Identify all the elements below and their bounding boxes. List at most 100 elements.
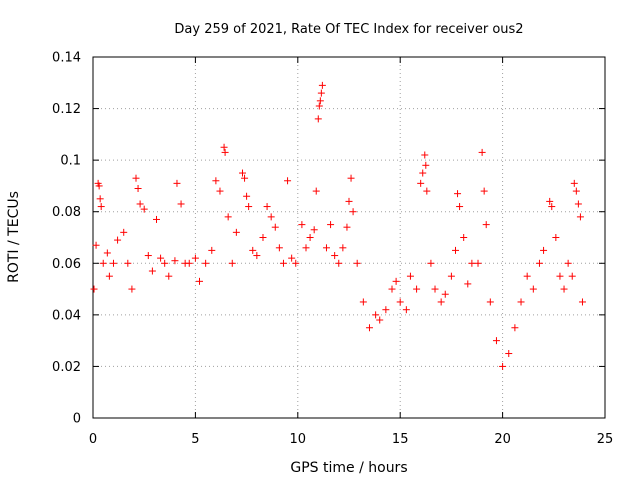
- chart-title: Day 259 of 2021, Rate Of TEC Index for r…: [174, 22, 523, 37]
- data-point: [376, 316, 384, 324]
- data-point: [359, 298, 367, 306]
- data-point: [315, 102, 323, 110]
- data-point: [413, 285, 421, 293]
- data-point: [99, 259, 107, 267]
- x-axis-label: GPS time / hours: [290, 460, 407, 476]
- data-point: [275, 244, 283, 252]
- data-point: [402, 306, 410, 314]
- data-point: [529, 285, 537, 293]
- y-axis-label: ROTI / TECUs: [6, 191, 22, 283]
- data-point: [220, 143, 228, 151]
- data-point: [185, 259, 193, 267]
- data-point: [427, 259, 435, 267]
- data-point: [560, 285, 568, 293]
- data-point: [312, 187, 320, 195]
- data-point: [177, 200, 185, 208]
- data-point: [157, 254, 165, 262]
- data-point: [302, 244, 310, 252]
- y-tick-label: 0.02: [52, 360, 81, 375]
- data-point: [511, 324, 519, 332]
- data-point: [109, 259, 117, 267]
- data-point: [406, 272, 414, 280]
- data-point: [132, 174, 140, 182]
- y-tick-label: 0.04: [52, 308, 81, 323]
- data-point: [382, 306, 390, 314]
- data-point: [191, 254, 199, 262]
- points-layer: [90, 81, 586, 370]
- data-point: [114, 236, 122, 244]
- data-point: [120, 228, 128, 236]
- data-point: [556, 272, 564, 280]
- data-point: [486, 298, 494, 306]
- x-tick-label: 20: [494, 432, 511, 447]
- data-point: [431, 285, 439, 293]
- data-point: [195, 277, 203, 285]
- data-point: [271, 223, 279, 231]
- data-point: [292, 259, 300, 267]
- data-point: [365, 324, 373, 332]
- data-point: [212, 177, 220, 185]
- data-point: [228, 259, 236, 267]
- data-point: [339, 244, 347, 252]
- axes-layer: 0 5 10 15 20 25 0 0.02 0.04 0.06 0.08 0.1 0.12 0.14: [52, 51, 613, 448]
- data-point: [505, 350, 513, 358]
- data-point: [464, 280, 472, 288]
- data-point: [499, 362, 507, 370]
- data-point: [288, 254, 296, 262]
- data-point: [423, 187, 431, 195]
- y-tick-label: 0: [73, 412, 81, 427]
- data-point: [97, 203, 105, 211]
- y-tick-label: 0.12: [52, 102, 81, 117]
- data-point: [202, 259, 210, 267]
- data-point: [546, 197, 554, 205]
- data-point: [92, 241, 100, 249]
- data-point: [105, 272, 113, 280]
- data-point: [345, 197, 353, 205]
- data-point: [224, 213, 232, 221]
- data-point: [392, 277, 400, 285]
- data-point: [349, 208, 357, 216]
- data-point: [564, 259, 572, 267]
- data-point: [417, 179, 425, 187]
- data-point: [468, 259, 476, 267]
- data-point: [245, 203, 253, 211]
- data-point: [253, 252, 261, 260]
- data-point: [128, 285, 136, 293]
- data-point: [552, 234, 560, 241]
- data-point: [517, 298, 525, 306]
- y-tick-label: 0.06: [52, 257, 81, 272]
- data-point: [148, 267, 156, 275]
- data-point: [422, 161, 430, 169]
- data-point: [161, 259, 169, 267]
- data-point: [239, 169, 247, 177]
- data-point: [454, 190, 462, 198]
- data-point: [578, 298, 586, 306]
- data-point: [140, 205, 148, 213]
- data-point: [165, 272, 173, 280]
- data-point: [314, 115, 322, 123]
- data-point: [306, 234, 314, 241]
- data-point: [327, 221, 335, 229]
- data-point: [171, 257, 179, 265]
- data-point: [548, 203, 556, 211]
- plot-frame: [92, 56, 606, 419]
- data-point: [441, 290, 449, 298]
- data-point: [576, 213, 584, 221]
- data-point: [437, 298, 445, 306]
- data-point: [451, 246, 459, 254]
- data-point: [331, 252, 339, 260]
- x-tick-label: 0: [89, 432, 97, 447]
- data-point: [570, 179, 578, 187]
- frame-layer: [92, 56, 606, 419]
- x-tick-label: 10: [290, 432, 307, 447]
- data-point: [263, 203, 271, 211]
- data-point: [460, 234, 468, 241]
- x-tick-label: 25: [597, 432, 614, 447]
- data-point: [95, 182, 103, 190]
- data-point: [372, 311, 380, 319]
- y-tick-label: 0.14: [52, 51, 81, 66]
- data-point: [574, 200, 582, 208]
- data-point: [243, 192, 251, 200]
- y-tick-label: 0.1: [60, 154, 81, 169]
